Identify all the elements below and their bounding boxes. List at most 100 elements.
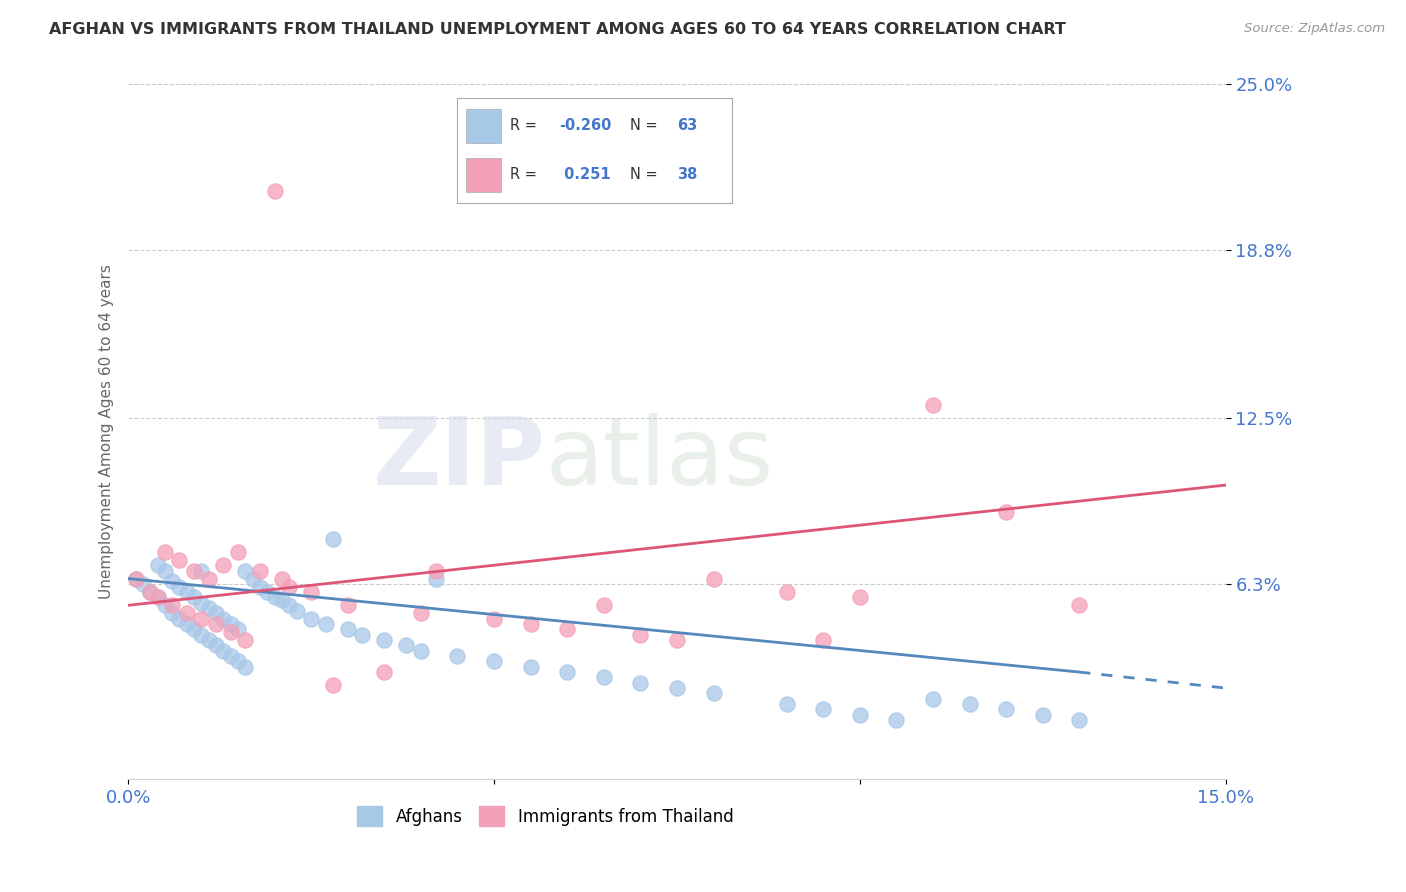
Point [702,686,724,700]
Point [995,702,1018,716]
Point [242,572,264,586]
Point [205,639,228,653]
Point [482,654,505,668]
Point [146,591,169,605]
Point [425,564,447,578]
Point [249,564,271,578]
Point [169,580,191,594]
Point [886,713,908,727]
Point [278,599,301,613]
Point [352,628,374,642]
Point [482,612,505,626]
Point [373,633,395,648]
Point [139,585,162,599]
Point [205,617,228,632]
Point [959,697,981,711]
Point [299,612,322,626]
Point [176,585,198,599]
Point [263,591,285,605]
Point [226,654,249,668]
Point [226,545,249,559]
Point [160,607,183,621]
Point [249,580,271,594]
Point [219,648,242,663]
Point [519,617,541,632]
Text: ZIP: ZIP [373,414,546,506]
Point [336,623,359,637]
Point [665,681,688,695]
Point [628,628,651,642]
Point [160,574,183,589]
Text: AFGHAN VS IMMIGRANTS FROM THAILAND UNEMPLOYMENT AMONG AGES 60 TO 64 YEARS CORREL: AFGHAN VS IMMIGRANTS FROM THAILAND UNEMP… [49,22,1066,37]
Point [197,633,219,648]
Point [628,675,651,690]
Point [270,593,292,607]
Point [233,564,256,578]
Point [124,572,146,586]
Point [849,707,872,722]
Point [169,553,191,567]
Point [665,633,688,648]
Point [776,585,799,599]
Point [592,599,614,613]
Point [1069,599,1091,613]
Point [702,572,724,586]
Point [922,398,945,412]
Point [373,665,395,679]
Point [205,607,228,621]
Point [219,617,242,632]
Point [197,572,219,586]
Point [555,623,578,637]
Point [299,585,322,599]
Point [190,564,212,578]
Point [922,691,945,706]
Point [849,591,872,605]
Point [409,607,432,621]
Point [409,643,432,657]
Point [226,623,249,637]
Point [176,617,198,632]
Point [212,643,235,657]
Text: Source: ZipAtlas.com: Source: ZipAtlas.com [1244,22,1385,36]
Point [322,678,344,692]
Point [132,577,155,591]
Point [197,601,219,615]
Point [315,617,337,632]
Legend: Afghans, Immigrants from Thailand: Afghans, Immigrants from Thailand [350,799,740,833]
Point [776,697,799,711]
Point [278,580,301,594]
Point [256,585,278,599]
Point [139,585,162,599]
Point [813,633,835,648]
Point [395,639,418,653]
Point [146,591,169,605]
Point [446,648,468,663]
Point [183,623,205,637]
Point [212,558,235,573]
Point [555,665,578,679]
Point [160,599,183,613]
Point [190,628,212,642]
Point [146,558,169,573]
Point [995,505,1018,519]
Point [190,612,212,626]
Point [592,670,614,684]
Point [519,659,541,673]
Point [1032,707,1054,722]
Point [176,607,198,621]
Point [1069,713,1091,727]
Point [169,612,191,626]
Text: atlas: atlas [546,414,773,506]
Point [285,604,308,618]
Point [263,184,285,198]
Point [153,599,176,613]
Point [212,612,235,626]
Point [183,591,205,605]
Point [153,545,176,559]
Point [336,599,359,613]
Point [270,572,292,586]
Point [813,702,835,716]
Point [233,633,256,648]
Point [190,596,212,610]
Point [124,572,146,586]
